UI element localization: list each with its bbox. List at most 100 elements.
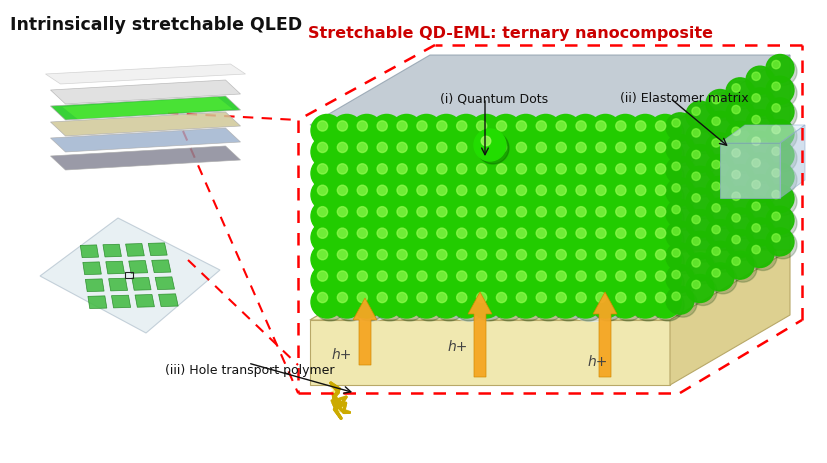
Circle shape [669,289,697,318]
Circle shape [729,212,757,239]
Circle shape [530,201,562,233]
Circle shape [476,143,487,153]
Circle shape [397,271,407,282]
Circle shape [636,293,646,303]
Circle shape [314,182,346,214]
Circle shape [493,225,525,257]
Circle shape [616,122,626,132]
Circle shape [394,118,426,150]
Circle shape [351,201,383,233]
Circle shape [552,161,585,193]
Circle shape [510,287,542,319]
Polygon shape [310,250,790,320]
Circle shape [629,265,662,297]
Circle shape [357,271,367,282]
Circle shape [536,207,547,218]
Circle shape [592,247,624,279]
Circle shape [433,182,466,214]
Circle shape [493,139,525,171]
Circle shape [453,225,485,257]
Polygon shape [720,126,805,144]
Circle shape [318,229,327,239]
Circle shape [726,230,754,258]
Circle shape [337,229,347,239]
Circle shape [636,164,646,175]
Circle shape [672,249,681,257]
Circle shape [410,265,442,297]
Circle shape [556,143,566,153]
Circle shape [726,187,754,215]
Circle shape [453,161,485,193]
Circle shape [653,204,684,236]
Circle shape [530,265,562,297]
Polygon shape [159,294,178,307]
Circle shape [672,271,681,279]
Circle shape [706,133,734,162]
Circle shape [430,265,462,297]
Circle shape [706,220,734,248]
Circle shape [311,287,343,319]
Circle shape [669,117,697,144]
Circle shape [417,229,427,239]
Circle shape [636,250,646,260]
Circle shape [590,137,621,169]
Circle shape [374,139,406,171]
Circle shape [536,250,547,260]
Circle shape [712,118,720,126]
Circle shape [729,81,757,110]
Circle shape [669,246,697,274]
Polygon shape [112,295,131,308]
Circle shape [732,106,740,114]
Circle shape [374,268,406,300]
Circle shape [457,207,467,218]
Circle shape [609,137,641,169]
Circle shape [394,225,426,257]
Circle shape [473,289,505,321]
Circle shape [632,161,664,193]
Circle shape [712,248,720,256]
Circle shape [686,210,714,238]
Circle shape [766,142,794,170]
Circle shape [490,158,522,190]
Circle shape [672,206,681,214]
Circle shape [318,293,327,303]
Circle shape [686,145,714,173]
Circle shape [370,158,403,190]
Circle shape [490,244,522,275]
Circle shape [572,161,605,193]
Circle shape [576,250,586,260]
Circle shape [772,169,781,178]
Circle shape [337,143,347,153]
Text: (i) Quantum Dots: (i) Quantum Dots [440,92,548,105]
Polygon shape [50,113,241,137]
Circle shape [430,201,462,233]
Circle shape [550,179,581,211]
Circle shape [572,225,605,257]
Circle shape [592,204,624,236]
Circle shape [550,222,581,254]
Circle shape [766,56,794,83]
Circle shape [331,158,363,190]
Circle shape [394,289,426,321]
Circle shape [752,116,760,125]
Circle shape [370,137,403,169]
Circle shape [331,201,363,233]
Circle shape [354,204,385,236]
Polygon shape [670,250,790,385]
Circle shape [612,161,644,193]
Circle shape [510,179,542,211]
Circle shape [590,287,621,319]
Polygon shape [103,244,122,257]
Polygon shape [63,98,232,120]
Circle shape [490,287,522,319]
Circle shape [377,250,387,260]
Circle shape [689,235,717,263]
Circle shape [552,268,585,300]
Circle shape [510,137,542,169]
Circle shape [417,293,427,303]
Circle shape [516,293,527,303]
Circle shape [490,179,522,211]
Circle shape [746,110,774,138]
Circle shape [453,118,485,150]
Circle shape [572,182,605,214]
